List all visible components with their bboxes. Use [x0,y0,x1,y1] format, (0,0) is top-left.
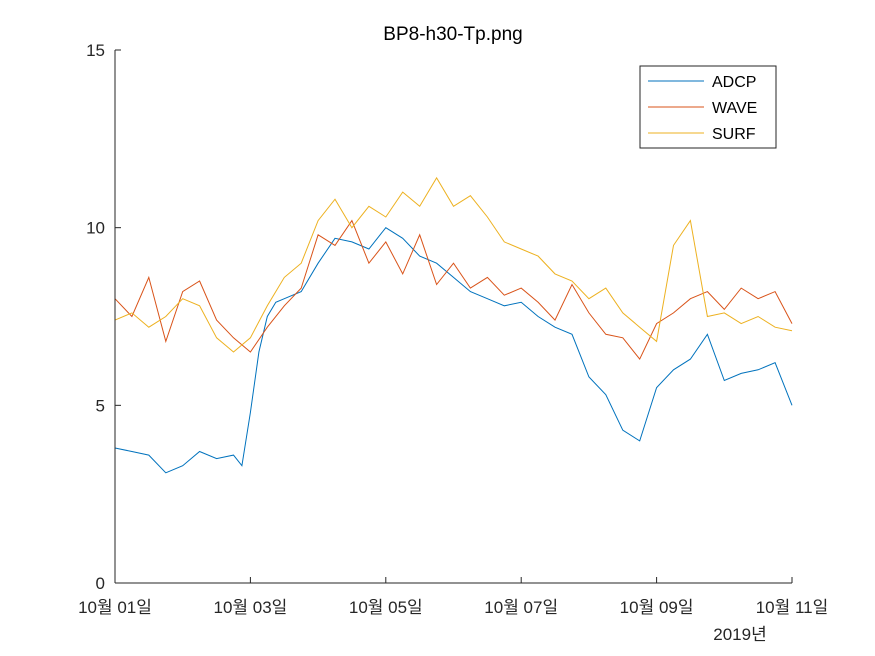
chart-title: BP8-h30-Tp.png [383,24,522,45]
y-tick-label: 0 [96,574,105,593]
legend: ADCP WAVE SURF [639,65,777,149]
x-secondary-label: 2019년 [713,625,766,644]
x-tick-label: 10월 03일 [213,598,287,617]
legend-label-surf: SURF [712,126,756,143]
x-tick-label: 10월 07일 [484,598,558,617]
y-tick-label: 5 [96,396,105,415]
legend-label-wave: WAVE [712,100,757,117]
x-tick-label: 10월 09일 [620,598,694,617]
legend-label-adcp: ADCP [712,74,756,91]
y-tick-label: 10 [86,219,105,238]
y-tick-label: 15 [86,41,105,60]
series-line-wave [114,219,793,361]
axes-layer: 0 5 10 15 10월 01일 10월 03일 10월 05일 10월 07일 10월 09… [78,41,828,617]
series-line-surf [114,176,793,353]
x-tick-label: 10월 01일 [78,598,152,617]
x-tick-label: 10월 05일 [349,598,423,617]
x-tick-label: 10월 11일 [756,598,829,617]
series-layer [114,176,793,474]
